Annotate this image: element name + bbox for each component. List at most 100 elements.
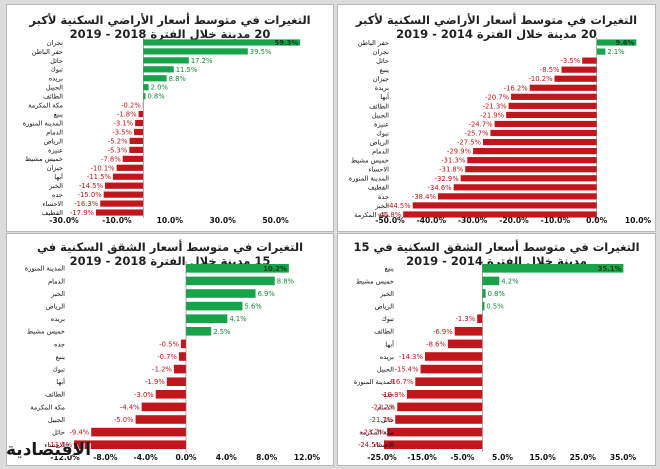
category-label: تبوك [50,66,63,74]
x-tick-label: -15.0% [407,453,437,462]
category-label: بريده [51,315,65,323]
bar [447,339,483,349]
value-label: -21.9% [480,111,505,119]
value-label: -0.5% [159,340,179,348]
value-label: 8.8% [169,75,187,83]
value-label: -1.8% [117,111,137,119]
x-tick-label: 25.0% [570,453,597,462]
category-label: بريده [380,353,394,361]
x-tick-label: 30.0% [209,216,236,225]
bar [143,66,174,73]
category-label: حائل [50,57,63,65]
category-label: الدمام [377,403,394,411]
category-label: بريده [49,75,63,83]
bar [143,93,146,100]
value-label: -9.4% [69,429,89,437]
bar [415,377,483,386]
value-label: -10.2% [528,75,553,83]
value-label: 59.3% [275,39,299,47]
category-label: جدة [378,193,389,201]
category-label: الجبيل [48,416,65,424]
category-label: جده [383,391,394,399]
value-label: -46.8% [377,211,402,219]
chart-panel-apartments-2018-2019: التغيرات في متوسط أسعار الشقق السكنية في… [6,233,334,466]
x-tick-label: 10.0% [625,216,652,225]
value-label: -11.1% [48,441,73,449]
bar [473,148,597,155]
x-tick-label: 8.0% [256,453,277,462]
value-label: -31.3% [441,157,466,165]
value-label: -4.4% [120,403,140,411]
value-label: -14.5% [79,182,104,190]
category-label: الخبر [379,290,394,298]
bar [74,440,186,449]
bar [596,39,637,46]
x-tick-label: 35.0% [610,453,637,462]
value-label: -20.7% [485,93,510,101]
value-label: 35.1% [598,265,622,273]
value-label: -44.5% [387,202,412,210]
value-label: -25.7% [464,130,489,138]
category-label: المدينة المنورة [25,265,65,273]
bar [143,75,167,82]
x-tick-label: -12.0% [50,453,80,462]
x-tick-label: -8.0% [93,453,118,462]
value-label: -8.6% [426,340,446,348]
category-label: الرياض [370,138,389,146]
category-label: أبها [380,92,389,101]
bar-chart: المدينة المنورة 10.2% الدمام 8.8% الخبر 6.9% ا… [25,261,321,462]
category-label: الخبر [374,202,389,210]
value-label: -6.9% [433,328,453,336]
category-label: ينبع [54,110,63,118]
bar [384,440,483,449]
x-tick-label: -40.0% [417,216,447,225]
value-label: 0.8% [147,93,165,101]
value-label: -1.3% [455,315,475,323]
category-label: الاحساء [44,441,65,449]
x-tick-label: -4.0% [134,453,159,462]
category-label: حفر الباطن [32,48,63,56]
value-label: 2.5% [213,328,231,336]
bar [186,264,289,273]
chart-title: التغيرات في متوسط أسعار الشقق السكنية في… [36,240,304,268]
category-label: جده [54,340,65,348]
bar [482,301,485,311]
value-label: -1.2% [152,366,172,374]
bar [138,110,144,118]
category-label: مكة المكرمة [28,102,63,110]
x-tick-label: 12.0% [294,453,321,462]
bar [412,202,597,209]
value-label: -0.2% [121,102,141,110]
category-label: الدمام [372,148,389,156]
value-label: 2.1% [607,48,625,56]
category-label: الدمام [46,128,63,136]
bar [529,84,597,91]
value-label: -32.9% [435,175,460,183]
category-label: أبها [56,377,65,386]
bar [482,289,486,298]
bar [460,175,597,182]
category-label: الجبيل [377,366,394,374]
category-label: نجران [47,39,64,47]
category-label: الاحساء [42,200,63,208]
bar [465,166,597,173]
bar [483,138,597,146]
bar [103,191,144,198]
value-label: -38.4% [412,193,437,201]
category-label: ينبع [385,265,394,273]
bar [397,402,483,412]
bar [166,377,186,386]
category-label: الاحساء [368,166,389,174]
category-label: المدينة المنورة [23,119,63,127]
bar [116,164,144,171]
x-tick-label: -25.0% [367,453,397,462]
bar [135,119,144,127]
bar [104,182,144,189]
bar [186,301,243,311]
x-tick-label: -10.0% [541,216,571,225]
category-label: الرياض [44,137,63,145]
bar [173,364,186,374]
bar [467,157,597,164]
bar [420,364,483,374]
bar [454,327,483,336]
